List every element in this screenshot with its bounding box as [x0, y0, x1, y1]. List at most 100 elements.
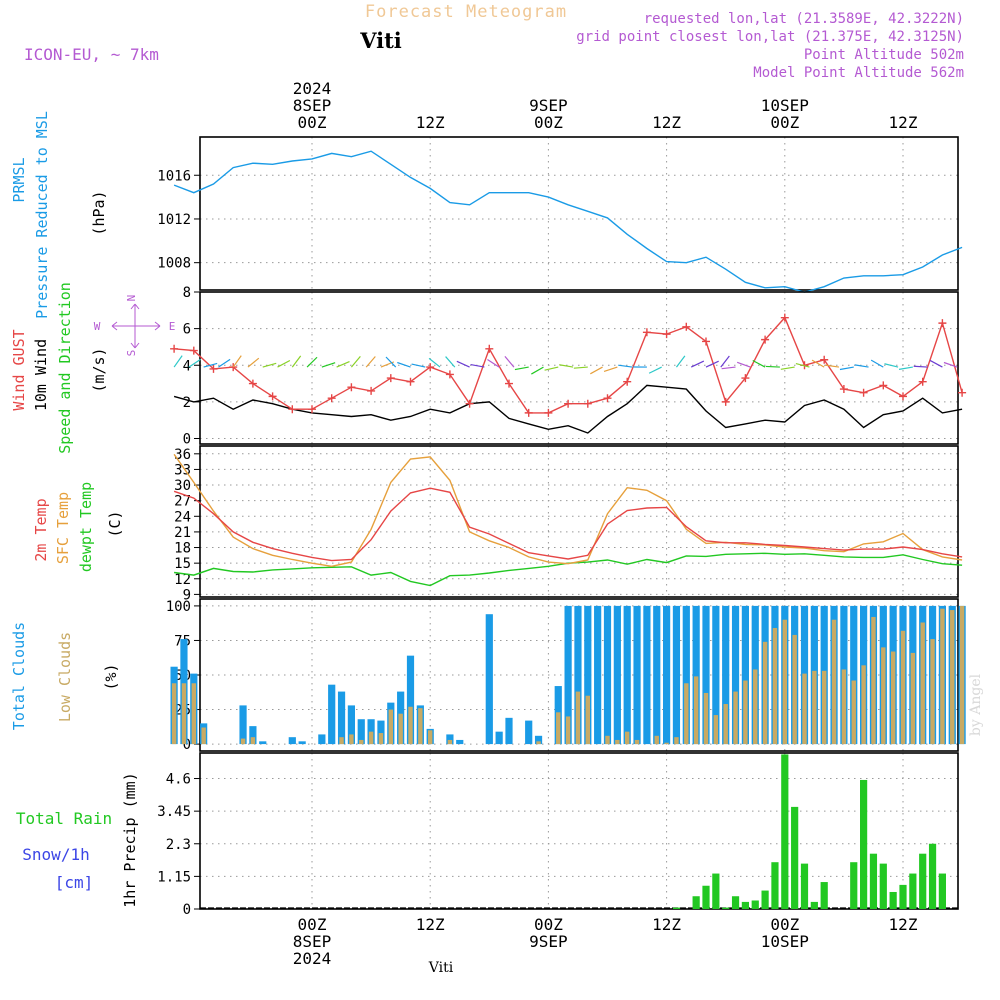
total-cloud-bar — [633, 605, 641, 745]
total-cloud-bar — [850, 605, 858, 745]
wind-direction-label: Speed and Direction — [56, 282, 74, 454]
wind-gust-marker — [268, 392, 277, 401]
temp-ytick-label: 33 — [174, 462, 191, 478]
total-cloud-bar — [682, 605, 690, 745]
bottom-time-label: 12Z — [652, 915, 681, 934]
low-cloud-bar — [339, 737, 344, 745]
rain-bar — [899, 884, 907, 909]
top-time-label: 10SEP — [761, 96, 809, 115]
bottom-time-label: 00Z — [534, 915, 563, 934]
wind-direction-arrow — [705, 360, 719, 368]
wind-gust-marker — [209, 364, 218, 373]
low-cloud-bar — [959, 605, 965, 745]
wind-gust-marker — [899, 392, 907, 401]
top-time-label: 9SEP — [529, 96, 568, 115]
rain-bar — [791, 806, 799, 909]
total-cloud-bar — [692, 605, 700, 745]
low-cloud-bar — [359, 739, 364, 745]
precip-panel-frame — [199, 752, 959, 910]
low-cloud-bar — [713, 715, 719, 745]
total-cloud-bar — [328, 684, 336, 745]
wind-gust-marker — [761, 335, 770, 344]
total-cloud-bar — [357, 719, 365, 745]
low-cloud-bar — [900, 630, 906, 745]
wind-direction-arrow — [898, 366, 913, 370]
wind-gust-label: Wind GUST — [10, 329, 28, 410]
low-cloud-bar — [920, 622, 925, 745]
wind-direction-arrow — [618, 364, 633, 368]
precip-ytick-label: 0 — [183, 902, 191, 918]
wind-direction-arrow — [306, 356, 318, 368]
wind-direction-arrow — [675, 355, 686, 368]
precip-ytick-label: 3.45 — [157, 804, 191, 820]
rain-bar — [702, 885, 710, 909]
wind-gust-marker — [426, 363, 435, 372]
total-cloud-bar — [702, 605, 710, 745]
rain-bar — [761, 890, 769, 909]
wind-gust-marker — [958, 388, 967, 397]
low-cloud-bar — [743, 680, 748, 745]
wind-direction-arrow — [752, 359, 766, 368]
wind-gust-marker — [386, 374, 395, 383]
rain-bar — [909, 873, 917, 909]
low-cloud-bar — [674, 737, 679, 745]
dewpoint-line — [174, 552, 963, 587]
temp-ytick-label: 27 — [174, 494, 191, 510]
top-time-label: 12Z — [652, 113, 681, 132]
bottom-time-label: 2024 — [293, 949, 332, 968]
wind-ytick-label: 0 — [183, 432, 191, 448]
wind-gust-marker — [288, 405, 297, 414]
wind-direction-arrow — [397, 361, 411, 368]
total-cloud-bar — [643, 605, 651, 745]
wind-gust-marker — [918, 377, 927, 386]
low-cloud-bar — [772, 628, 778, 745]
low-cloud-bar — [831, 619, 837, 745]
precip-ytick-label: 4.6 — [166, 772, 191, 788]
pressure-ytick-label: 1016 — [157, 168, 191, 184]
wind-gust-marker — [505, 379, 513, 388]
total-cloud-bar — [505, 717, 513, 745]
footer-station: Viti — [428, 960, 454, 976]
station-name: Viti — [359, 28, 402, 53]
wind-direction-arrow — [590, 366, 603, 375]
low-cloud-bar — [881, 647, 886, 745]
wind-gust-marker — [623, 377, 632, 386]
low-cloud-bar — [802, 673, 807, 745]
rain-bar — [850, 862, 858, 909]
wind-direction-arrow — [232, 355, 242, 368]
wind-speed-line — [173, 384, 963, 434]
wind-direction-arrow — [445, 356, 456, 368]
low-cloud-bar — [625, 731, 630, 745]
wind-direction-arrow — [336, 361, 350, 368]
temp-ytick-label: 18 — [174, 541, 191, 557]
rain-bar — [919, 853, 927, 909]
rain-bar — [889, 891, 897, 909]
wind-direction-arrow — [929, 359, 943, 368]
low-cloud-bar — [890, 651, 896, 745]
total-cloud-bar — [534, 735, 543, 745]
wind-direction-arrow — [765, 365, 780, 368]
wind-gust-marker — [859, 388, 868, 397]
total-cloud-bar — [525, 720, 533, 745]
wind-gust-marker — [485, 344, 494, 353]
low-cloud-bar — [861, 665, 866, 745]
wind-gust-marker — [544, 408, 553, 417]
wind-gust-marker — [938, 319, 947, 328]
low-cloud-bar — [428, 730, 433, 745]
wind-gust-marker — [603, 394, 612, 403]
low-cloud-bar — [753, 669, 758, 745]
wind-gust-marker — [682, 322, 691, 331]
low-cloud-bar — [240, 738, 246, 745]
bottom-time-label: 9SEP — [529, 932, 568, 951]
rain-bar — [741, 901, 749, 909]
total-cloud-bar — [318, 734, 326, 745]
wind-direction-arrow — [428, 357, 441, 368]
total-cloud-bar — [239, 705, 247, 745]
wind-ytick-label: 8 — [183, 285, 191, 301]
top-time-label: 00Z — [534, 113, 563, 132]
total-cloud-bar — [337, 691, 346, 745]
low-cloud-bar — [654, 735, 659, 745]
wind-gust-marker — [189, 346, 198, 355]
bottom-time-label: 00Z — [298, 915, 327, 934]
